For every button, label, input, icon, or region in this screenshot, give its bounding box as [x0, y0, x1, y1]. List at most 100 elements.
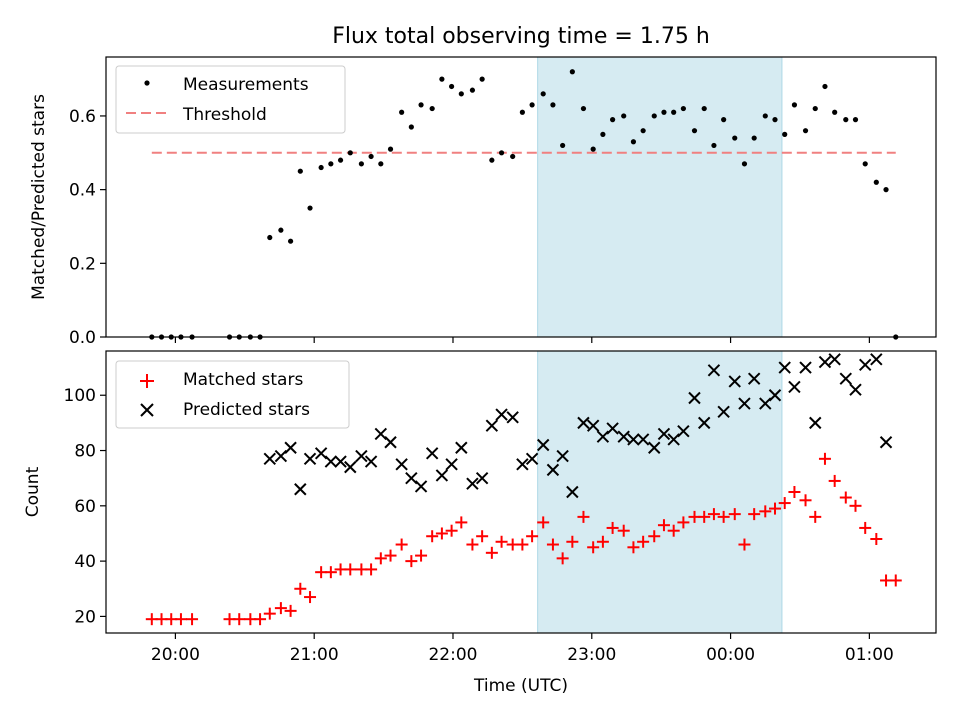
measurement-point-66	[843, 117, 849, 123]
predicted-point-b	[788, 380, 801, 394]
measurement-point-44	[621, 113, 627, 119]
predicted-point-36	[627, 433, 640, 446]
predicted-point-46	[728, 375, 741, 388]
matched-point-32	[495, 535, 508, 548]
top-panel: Flux total observing time = 1.75 h 0.00.…	[29, 24, 937, 348]
bottom-x-tick-label-3: 23:00	[567, 645, 616, 665]
legend-predicted-marker	[140, 403, 154, 417]
predicted-point-b	[648, 441, 661, 454]
predicted-point-b	[707, 364, 721, 377]
matched-point-9	[263, 607, 276, 620]
predicted-point-7	[334, 455, 347, 468]
predicted-point-17	[435, 469, 449, 482]
matched-point-46	[637, 535, 650, 548]
matched-point-42	[596, 535, 609, 548]
matched-point-40	[577, 510, 590, 523]
predicted-point-0	[263, 452, 276, 466]
bottom-y-tick-label-0: 20	[74, 607, 96, 627]
predicted-point-b	[525, 452, 539, 466]
predicted-point-15	[414, 480, 428, 493]
matched-point-31	[485, 546, 498, 559]
predicted-point-b	[314, 447, 328, 460]
predicted-point-57	[839, 372, 852, 385]
matched-point-11	[284, 604, 297, 617]
predicted-point-5	[314, 447, 328, 460]
measurement-point-40	[580, 105, 587, 112]
predicted-point-b	[374, 427, 388, 441]
predicted-point-b	[759, 397, 772, 410]
measurement-point-55	[732, 135, 738, 141]
predicted-point-59	[859, 358, 872, 372]
predicted-point-b	[425, 447, 439, 460]
predicted-point-29	[556, 449, 569, 463]
legend-measurements-marker	[144, 80, 150, 86]
predicted-point-24	[506, 411, 519, 424]
top-y-tick-label-0: 0.0	[69, 328, 96, 348]
measurement-point-42	[600, 131, 606, 137]
measurement-point-61	[791, 102, 798, 108]
measurement-point-31	[489, 157, 495, 163]
predicted-point-34	[606, 422, 619, 435]
predicted-point-9	[355, 449, 368, 463]
predicted-point-45	[717, 405, 730, 419]
matched-point-56	[738, 538, 751, 551]
measurement-point-13	[307, 205, 313, 211]
matched-point-41	[587, 541, 600, 554]
predicted-point-b	[879, 436, 893, 449]
matched-point-58	[759, 505, 772, 518]
measurement-point-24	[418, 102, 424, 108]
measurement-point-54	[721, 117, 727, 123]
measurement-point-23	[408, 124, 414, 130]
measurement-point-22	[399, 109, 405, 115]
measurement-point-26	[439, 76, 445, 82]
matched-point-43	[606, 521, 619, 534]
matched-point-27	[445, 524, 458, 537]
predicted-point-b	[717, 405, 730, 419]
matched-point-68	[859, 521, 872, 534]
measurement-point-47	[651, 113, 657, 119]
predicted-point-42	[688, 391, 701, 405]
predicted-point-31	[577, 416, 590, 430]
matched-point-55	[728, 508, 741, 521]
predicted-point-b	[747, 372, 761, 385]
predicted-point-b	[799, 361, 812, 374]
predicted-point-b	[778, 361, 791, 374]
measurement-point-58	[762, 113, 768, 119]
top-y-axis: 0.0 0.2 0.4 0.6	[69, 107, 106, 348]
top-ylabel: Matched/Predicted stars	[29, 94, 49, 300]
predicted-point-35	[617, 430, 630, 443]
predicted-point-b	[818, 355, 832, 369]
matched-point-66	[839, 491, 852, 504]
matched-point-67	[849, 499, 862, 512]
measurement-point-18	[358, 161, 364, 167]
predicted-point-b	[384, 436, 397, 449]
measurement-point-69	[873, 179, 879, 185]
predicted-point-b	[274, 449, 288, 463]
predicted-point-12	[384, 436, 397, 449]
measurement-point-30	[479, 76, 485, 82]
predicted-point-52	[788, 380, 801, 394]
measurement-point-33	[510, 153, 516, 160]
measurement-point-59	[772, 117, 778, 123]
matched-point-57	[748, 508, 761, 521]
predicted-point-b	[284, 441, 297, 454]
predicted-point-27	[537, 438, 550, 452]
matched-point-22	[395, 538, 408, 551]
matched-point-23	[405, 555, 418, 568]
predicted-point-b	[828, 353, 841, 366]
matched-point-50	[677, 516, 690, 529]
matched-point-63	[809, 510, 822, 523]
predicted-point-43	[698, 416, 711, 430]
measurement-point-53	[711, 142, 717, 149]
predicted-point-44	[707, 364, 721, 377]
matched-point-71	[889, 574, 902, 587]
predicted-point-1	[274, 449, 288, 463]
matched-point-24	[415, 549, 428, 562]
measurement-point-21	[387, 146, 394, 152]
matched-point-8	[254, 613, 267, 626]
measurement-point-49	[671, 109, 677, 115]
top-legend-frame	[115, 65, 346, 134]
matched-point-34	[516, 538, 529, 551]
measurement-point-17	[347, 150, 353, 156]
matched-point-30	[476, 530, 489, 543]
